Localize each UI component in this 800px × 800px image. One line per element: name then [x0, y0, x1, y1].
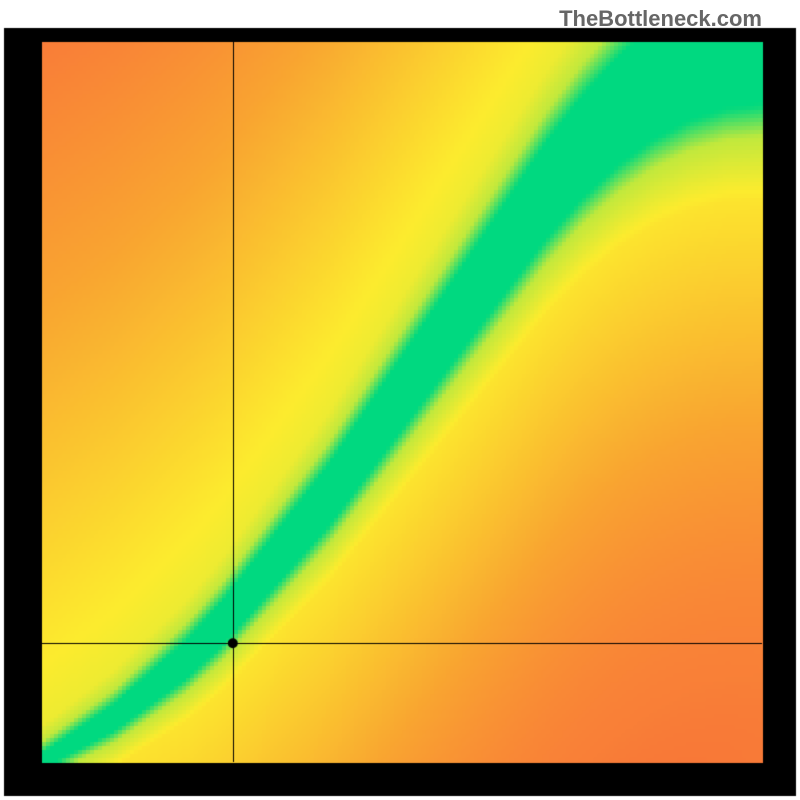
watermark-text: TheBottleneck.com	[559, 6, 762, 32]
bottleneck-heatmap	[0, 0, 800, 800]
